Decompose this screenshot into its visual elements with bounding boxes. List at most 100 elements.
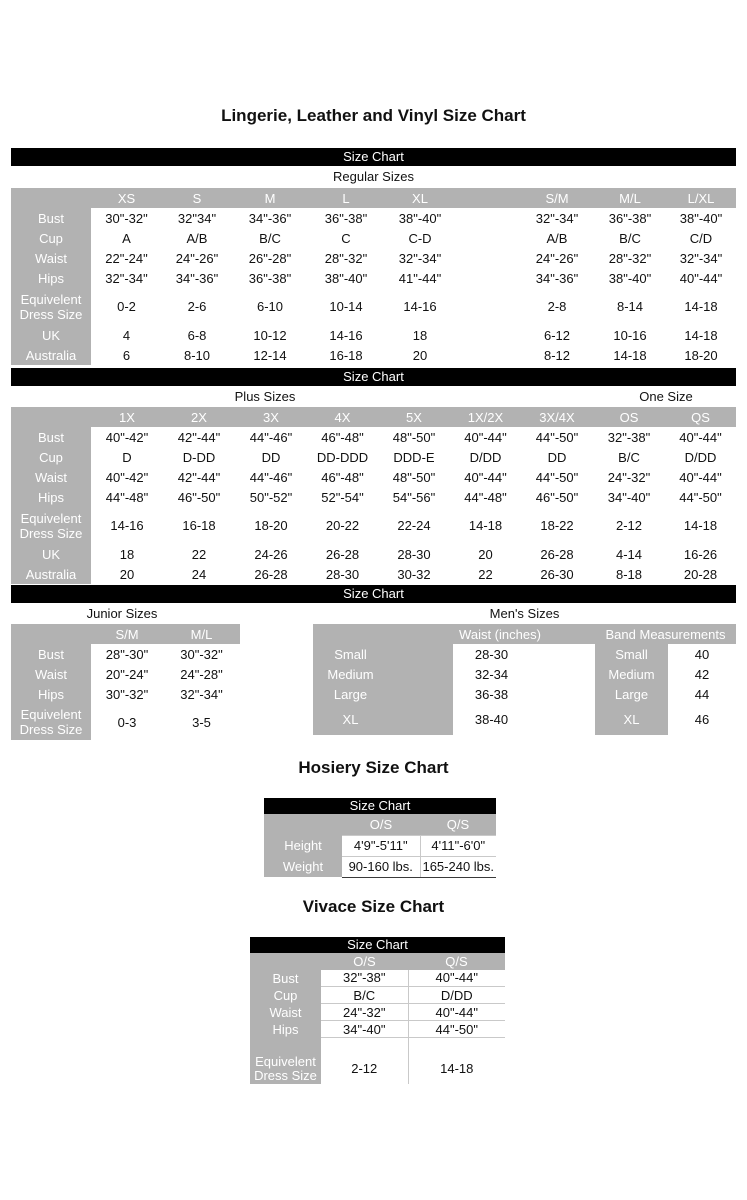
hosiery-title: Hosiery Size Chart xyxy=(298,758,449,777)
table-row: Bust 32"-38" 40"-44" xyxy=(250,969,505,987)
column-header: 3X xyxy=(235,407,307,427)
size-cell: DDD-E xyxy=(393,449,435,465)
junior-mens-labels: Junior Sizes Men's Sizes xyxy=(11,603,736,624)
size-cell: 44"-46" xyxy=(249,469,293,485)
size-cell: 20 xyxy=(478,546,493,562)
size-cell: 10-12 xyxy=(253,327,287,343)
size-cell: DD xyxy=(547,449,567,465)
size-cell: C xyxy=(341,230,351,246)
table-row: Cup A A/B B/C C C-D A/B B/C C/D xyxy=(11,228,736,248)
gap-cell xyxy=(456,345,520,365)
header-row: 1X 2X 3X 4X 5X 1X/2X 3X/4X OS QS xyxy=(11,407,736,427)
size-cell: 18-22 xyxy=(540,518,574,533)
size-cell: 40"-44" xyxy=(464,429,507,445)
table-row: Waist 20"-24" 24"-28" xyxy=(11,664,240,684)
spacer-row xyxy=(250,1037,505,1054)
size-cell: 42 xyxy=(694,666,710,682)
table-row: Australia 6 8-10 12-14 16-18 20 8-12 14-… xyxy=(11,345,736,365)
size-cell: 20-28 xyxy=(683,566,718,582)
column-header: 1X xyxy=(91,407,163,427)
column-header: 2X xyxy=(163,407,235,427)
size-cell: 0-3 xyxy=(117,714,137,730)
size-cell: D/DD xyxy=(684,449,717,465)
size-cell: 28"-30" xyxy=(105,646,149,662)
size-cell: 36"-38" xyxy=(324,210,368,226)
size-cell: 2-12 xyxy=(321,1053,409,1084)
size-cell: 50"-52" xyxy=(249,489,293,505)
table-row: Waist 40"-42" 42"-44" 44"-46" 46"-48" 48… xyxy=(11,467,736,487)
size-cell: 14-16 xyxy=(110,518,144,533)
row-label: Cup xyxy=(11,447,91,467)
size-cell: 52"-54" xyxy=(321,489,364,505)
size-cell: 8-12 xyxy=(543,347,571,363)
table-row: Height 4'9"-5'11" 4'11"-6'0" xyxy=(264,834,496,857)
table-row: Waist 24"-32" 40"-44" xyxy=(250,1003,505,1021)
size-cell: 36"-38" xyxy=(608,210,652,226)
row-label: Equivelent Dress Size xyxy=(11,507,91,544)
row-label: Medium xyxy=(312,664,453,684)
size-cell: 40"-44" xyxy=(679,469,722,485)
mens-sizes-table: Waist (inches) Band Measurements Small 2… xyxy=(312,624,736,735)
size-cell: 14-18 xyxy=(468,518,503,533)
size-chart-bar: Size Chart xyxy=(11,148,736,166)
size-cell: 28-30 xyxy=(325,566,360,582)
row-label: Height xyxy=(264,835,342,856)
size-cell: A/B xyxy=(546,230,568,246)
size-cell: 32"-34" xyxy=(679,250,723,266)
column-header: Q/S xyxy=(420,814,496,835)
size-cell: 26-30 xyxy=(540,566,574,582)
size-cell: 165-240 lbs. xyxy=(420,856,496,878)
size-cell: 40"-42" xyxy=(105,429,149,445)
waist-header: Waist (inches) xyxy=(312,624,595,644)
size-cell: 16-18 xyxy=(182,518,216,533)
size-cell: D xyxy=(122,449,132,465)
size-cell: 32"-34" xyxy=(398,250,442,266)
size-cell: 14-18 xyxy=(613,347,647,363)
vivace-table: Size Chart O/S Q/S Bust 32"-38" 40"-44" … xyxy=(250,936,505,1084)
size-cell: 30"-32" xyxy=(105,686,149,702)
size-cell: D-DD xyxy=(182,449,216,465)
row-label: Hips xyxy=(250,1020,321,1038)
size-cell: 2-12 xyxy=(615,518,643,533)
gap-cell xyxy=(456,268,520,288)
size-cell: D/DD xyxy=(469,449,502,465)
size-cell: 34"-36" xyxy=(535,270,579,286)
size-cell: 54"-56" xyxy=(392,489,436,505)
size-cell: 44"-50" xyxy=(408,1020,505,1038)
column-header: M/L xyxy=(594,188,666,208)
junior-sizes-table: S/M M/L Bust 28"-30" 30"-32" Waist 20"-2… xyxy=(11,624,240,740)
bar-row: Size Chart xyxy=(250,936,505,953)
gap-cell xyxy=(456,288,520,325)
row-label: Medium xyxy=(594,664,668,684)
row-label: Equivelent Dress Size xyxy=(250,1053,321,1084)
table-row: Equivelent Dress Size 0-2 2-6 6-10 10-14… xyxy=(11,288,736,325)
header-row: XS S M L XL S/M M/L L/XL xyxy=(11,188,736,208)
size-cell: B/C xyxy=(619,230,641,246)
column-header: M xyxy=(232,188,308,208)
size-cell: 40"-44" xyxy=(464,469,507,485)
size-cell: 8-10 xyxy=(183,347,211,363)
size-cell: 22 xyxy=(191,546,207,562)
table-row: Hips 44"-48" 46"-50" 50"-52" 52"-54" 54"… xyxy=(11,487,736,507)
mens-sizes-label: Men's Sizes xyxy=(489,606,560,621)
size-cell: 32"-34" xyxy=(105,270,148,286)
size-chart-bar: Size Chart xyxy=(250,936,505,953)
size-cell: 3-5 xyxy=(192,714,211,730)
size-cell: 28"-32" xyxy=(608,250,652,266)
size-cell: 28"-32" xyxy=(324,250,368,266)
size-cell: 32"-34" xyxy=(180,686,223,702)
size-cell: 14-18 xyxy=(440,1060,474,1076)
empty-cell xyxy=(408,1038,505,1054)
table-row: XL 38-40 XL 46 xyxy=(312,704,736,735)
size-cell: A/B xyxy=(186,230,208,246)
size-cell: 38"-40" xyxy=(324,270,368,286)
size-cell: 34"-40" xyxy=(607,489,651,505)
column-header: L xyxy=(308,188,384,208)
size-cell: C/D xyxy=(689,230,713,246)
size-cell: B/C xyxy=(321,986,409,1004)
column-header: S xyxy=(162,188,232,208)
size-cell: 14-16 xyxy=(329,327,363,343)
size-cell: 10-14 xyxy=(329,299,363,314)
size-cell: 42"-44" xyxy=(177,429,221,445)
column-header: XL xyxy=(384,188,456,208)
